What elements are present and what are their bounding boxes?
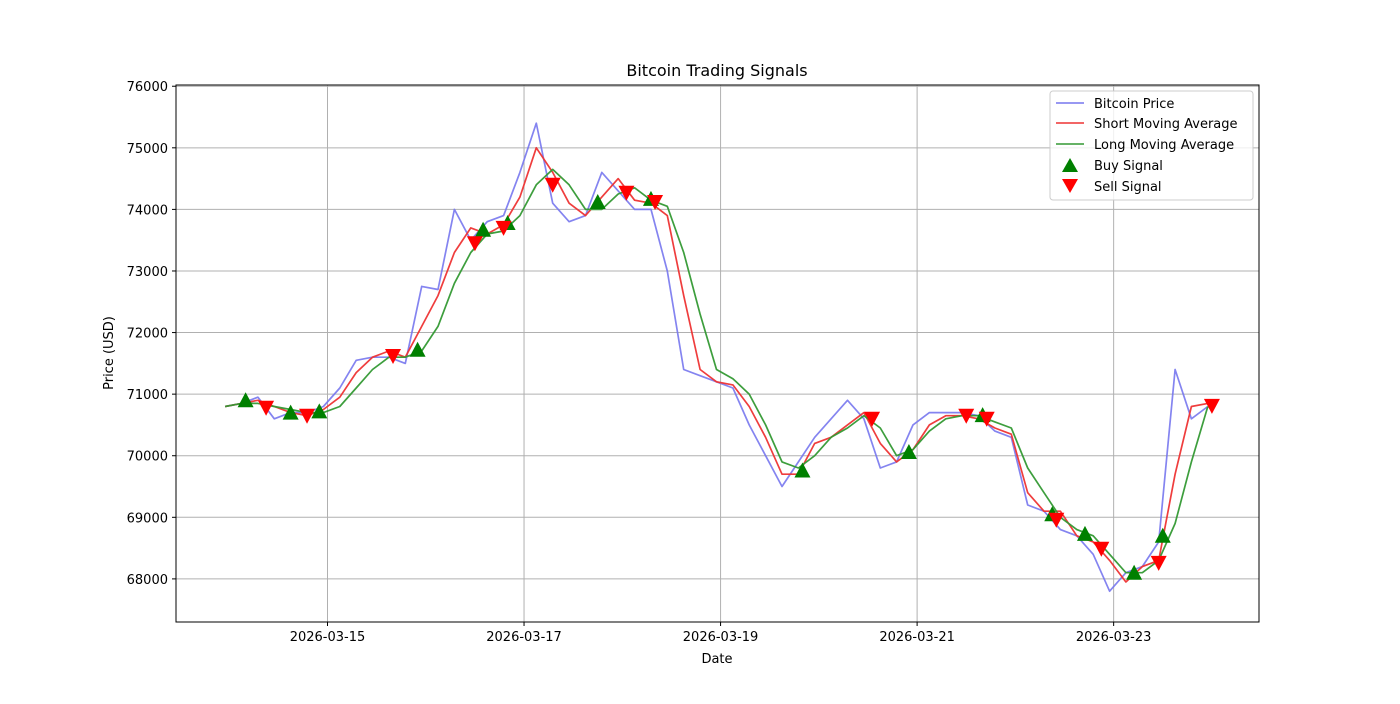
x-axis-label: Date bbox=[701, 652, 732, 667]
sell-signal-marker bbox=[978, 411, 995, 427]
sell-signal-marker bbox=[864, 411, 881, 427]
sell-signal-marker bbox=[1150, 555, 1167, 571]
sell-signal-marker bbox=[385, 348, 402, 364]
buy-signal-marker bbox=[237, 392, 254, 408]
sell-signal-marker bbox=[544, 177, 561, 193]
buy-signal-marker bbox=[794, 462, 811, 478]
sell-signal-marker bbox=[647, 195, 664, 211]
x-tick-label: 2026-03-19 bbox=[683, 630, 759, 645]
legend-price-label: Bitcoin Price bbox=[1094, 97, 1174, 112]
x-tick-label: 2026-03-23 bbox=[1076, 630, 1152, 645]
legend-box bbox=[1049, 90, 1254, 201]
buy-signal-marker bbox=[1154, 527, 1171, 543]
y-tick-label: 75000 bbox=[127, 142, 168, 157]
y-tick-label: 76000 bbox=[127, 80, 168, 95]
x-tick-label: 2026-03-21 bbox=[879, 630, 955, 645]
legend-buy-marker bbox=[1062, 158, 1078, 172]
legend-short-ma-label: Short Moving Average bbox=[1094, 117, 1238, 132]
y-tick-label: 73000 bbox=[127, 265, 168, 280]
legend-sell-marker bbox=[1062, 179, 1078, 193]
buy-signal-marker bbox=[1126, 564, 1143, 580]
buy-signal-marker bbox=[311, 403, 328, 419]
legend: Bitcoin Price Short Moving Average Long … bbox=[1049, 90, 1254, 201]
sell-signal-marker bbox=[958, 408, 975, 424]
y-tick-label: 72000 bbox=[127, 327, 168, 342]
sell-signal-marker bbox=[1048, 512, 1065, 528]
buy-signal-marker bbox=[900, 444, 917, 460]
buy-signal-marker bbox=[589, 194, 606, 210]
sell-signal-marker bbox=[495, 220, 512, 236]
grid bbox=[176, 85, 1259, 622]
buy-signal-marker bbox=[409, 341, 426, 357]
buy-signal-marker bbox=[1076, 525, 1093, 541]
buy-signal-marker bbox=[475, 221, 492, 237]
y-tick-label: 70000 bbox=[127, 450, 168, 465]
y-tick-label: 69000 bbox=[127, 511, 168, 526]
sell-signal-marker bbox=[618, 185, 635, 201]
y-axis: 68000 69000 70000 71000 72000 73000 74000 75000… bbox=[127, 80, 176, 588]
signal-markers bbox=[237, 177, 1220, 580]
sell-signal-marker bbox=[1093, 541, 1110, 557]
long-moving-average-line bbox=[224, 168, 1209, 574]
buy-signal-marker bbox=[282, 404, 299, 420]
chart-title: Bitcoin Trading Signals bbox=[626, 61, 807, 80]
legend-long-ma-label: Long Moving Average bbox=[1094, 138, 1234, 153]
legend-buy-label: Buy Signal bbox=[1094, 159, 1163, 174]
y-tick-label: 74000 bbox=[127, 203, 168, 218]
plot-frame bbox=[175, 84, 1260, 623]
x-tick-label: 2026-03-15 bbox=[290, 630, 366, 645]
legend-sell-label: Sell Signal bbox=[1094, 180, 1162, 195]
sell-signal-marker bbox=[1203, 398, 1220, 414]
sell-signal-marker bbox=[258, 400, 275, 416]
y-tick-label: 71000 bbox=[127, 388, 168, 403]
sell-signal-marker bbox=[466, 236, 483, 252]
x-axis: 2026-03-15 2026-03-17 2026-03-19 2026-03-21… bbox=[290, 622, 1152, 645]
y-axis-label: Price (USD) bbox=[102, 316, 117, 390]
x-tick-label: 2026-03-17 bbox=[486, 630, 562, 645]
y-tick-label: 68000 bbox=[127, 573, 168, 588]
sell-signal-marker bbox=[299, 408, 316, 424]
